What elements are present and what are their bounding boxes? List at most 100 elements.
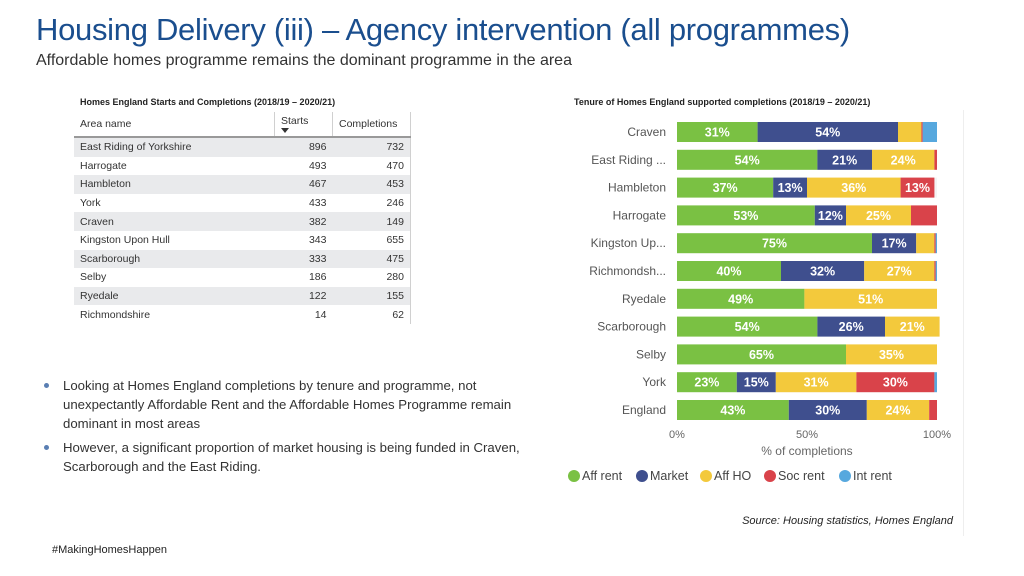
header-starts[interactable]: Starts <box>274 112 333 138</box>
bar-data-label: 21% <box>832 153 857 167</box>
bar-segment[interactable] <box>814 205 846 226</box>
bar-segment[interactable] <box>929 400 937 420</box>
category-label: Richmondsh... <box>589 264 666 278</box>
x-axis-title: % of completions <box>761 444 852 458</box>
legend-label[interactable]: Aff HO <box>714 469 752 483</box>
cell-completions: 155 <box>332 286 411 306</box>
table-row[interactable]: York 433 246 <box>74 193 411 213</box>
bar-segment[interactable] <box>677 177 774 198</box>
bar-segment[interactable] <box>677 372 737 393</box>
bar-data-label: 23% <box>694 376 719 390</box>
bar-segment[interactable] <box>872 149 935 170</box>
bar-segment[interactable] <box>677 122 758 142</box>
starts-completions-table: Area name Starts Completions East Riding… <box>74 112 411 324</box>
bar-segment[interactable] <box>922 122 937 142</box>
bar-segment[interactable] <box>934 149 937 170</box>
bar-segment[interactable] <box>677 288 805 309</box>
legend-swatch <box>636 470 648 482</box>
chart-x-axis: 0% 50% 100% % of completions <box>669 429 951 458</box>
legend-label[interactable]: Int rent <box>853 469 892 483</box>
bar-segment[interactable] <box>935 261 937 281</box>
bar-segment[interactable] <box>677 344 846 365</box>
bar-segment[interactable] <box>736 372 776 393</box>
cell-area: East Riding of Yorkshire <box>74 137 275 157</box>
bar-segment[interactable] <box>846 344 937 365</box>
bar-segment[interactable] <box>934 261 936 281</box>
bar-data-label: 53% <box>733 209 758 223</box>
chart-category-labels: Craven East Riding ... Hambleton Harrogate K… <box>589 125 667 417</box>
bar-segment[interactable] <box>677 400 789 420</box>
bar-segment[interactable] <box>866 400 930 420</box>
header-starts-label: Starts <box>281 115 309 127</box>
bar-data-label: 24% <box>885 404 910 418</box>
bar-segment[interactable] <box>677 233 872 254</box>
table-row[interactable]: Scarborough 333 475 <box>74 249 411 269</box>
category-label: Scarborough <box>597 320 666 334</box>
cell-area: Richmondshire <box>74 305 275 324</box>
legend-label[interactable]: Soc rent <box>778 469 825 483</box>
table-row[interactable]: Craven 382 149 <box>74 212 411 231</box>
hashtag: #MakingHomesHappen <box>52 544 167 556</box>
table-row[interactable]: Harrogate 493 470 <box>74 156 411 176</box>
bar-data-label: 30% <box>815 404 840 418</box>
cell-starts: 343 <box>274 230 333 250</box>
bar-segment[interactable] <box>804 288 937 309</box>
legend-label[interactable]: Market <box>650 469 689 483</box>
bar-segment[interactable] <box>817 149 872 170</box>
bar-segment[interactable] <box>934 372 937 393</box>
bar-segment[interactable] <box>788 400 867 420</box>
x-tick-label: 100% <box>923 429 951 441</box>
bar-segment[interactable] <box>677 316 818 337</box>
table-row[interactable]: Richmondshire 14 62 <box>74 305 411 324</box>
bullet-list: Looking at Homes England completions by … <box>44 376 534 481</box>
bar-segment[interactable] <box>773 177 807 198</box>
bar-segment[interactable] <box>864 261 935 281</box>
table-row[interactable]: East Riding of Yorkshire 896 732 <box>74 137 411 157</box>
bar-data-label: 49% <box>728 292 753 306</box>
bar-data-label: 54% <box>735 320 760 334</box>
category-label: Harrogate <box>613 208 667 222</box>
table-row[interactable]: Selby 186 280 <box>74 268 411 287</box>
table-body: East Riding of Yorkshire 896 732 Harrogate 4… <box>74 137 411 324</box>
bar-data-label: 25% <box>866 209 891 223</box>
chart-caption: Tenure of Homes England supported comple… <box>574 97 871 107</box>
bar-segment[interactable] <box>916 233 935 254</box>
bar-segment[interactable] <box>677 261 781 281</box>
bar-segment[interactable] <box>677 149 818 170</box>
bar-data-label: 36% <box>841 181 866 195</box>
x-tick-label: 50% <box>796 429 818 441</box>
bar-segment[interactable] <box>781 261 865 281</box>
table-row[interactable]: Hambleton 467 453 <box>74 175 411 194</box>
bar-segment[interactable] <box>807 177 901 198</box>
x-tick-label: 0% <box>669 429 685 441</box>
bar-segment[interactable] <box>934 233 936 254</box>
bar-segment[interactable] <box>935 233 937 254</box>
cell-starts: 14 <box>274 305 333 324</box>
bar-segment[interactable] <box>856 372 935 393</box>
header-completions[interactable]: Completions <box>332 112 411 138</box>
cell-completions: 62 <box>332 305 411 324</box>
bar-segment[interactable] <box>846 205 911 226</box>
bar-data-label: 51% <box>858 292 883 306</box>
bar-data-label: 26% <box>839 320 864 334</box>
legend-label[interactable]: Aff rent <box>582 469 623 483</box>
bar-segment[interactable] <box>900 177 935 198</box>
bar-segment[interactable] <box>775 372 857 393</box>
category-label: England <box>622 403 666 417</box>
bar-segment[interactable] <box>872 233 917 254</box>
bar-segment[interactable] <box>677 205 815 226</box>
bar-segment[interactable] <box>817 316 885 337</box>
bar-segment[interactable] <box>921 122 923 142</box>
table-row[interactable]: Ryedale 122 155 <box>74 286 411 306</box>
bullet-dot-icon <box>44 445 49 450</box>
header-area-name[interactable]: Area name <box>74 112 275 138</box>
bar-segment[interactable] <box>911 205 937 226</box>
bar-segment[interactable] <box>898 122 922 142</box>
bar-data-label: 30% <box>883 376 908 390</box>
bar-segment[interactable] <box>757 122 898 142</box>
bar-data-label: 12% <box>818 209 843 223</box>
table-row[interactable]: Kingston Upon Hull 343 655 <box>74 230 411 250</box>
bar-data-label: 40% <box>716 265 741 279</box>
bar-segment[interactable] <box>885 316 940 337</box>
cell-starts: 186 <box>274 268 333 287</box>
